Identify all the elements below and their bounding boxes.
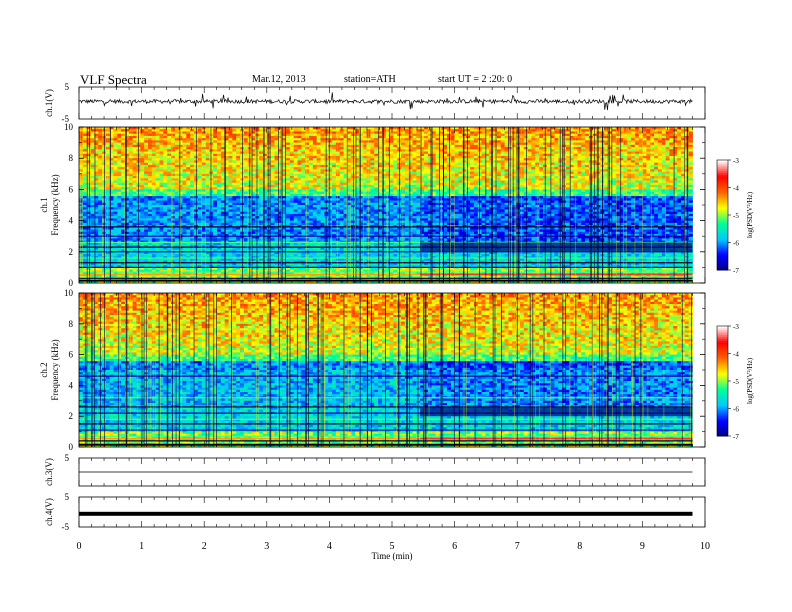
colorbar-2-tick-label: -3 bbox=[733, 323, 739, 331]
ch1-ytick-label: 8 bbox=[69, 153, 74, 163]
time-axis-label: Time (min) bbox=[372, 551, 413, 561]
ch4-wave-ytick-label: -5 bbox=[62, 522, 70, 532]
ch2-ytick-label: 0 bbox=[69, 442, 74, 452]
header-date: Mar.12, 2013 bbox=[252, 74, 306, 85]
colorbar-1-tick-label: -7 bbox=[733, 267, 739, 275]
ch3-wave-ylabel: ch.3(V) bbox=[44, 458, 54, 486]
time-axis-tick-label: 7 bbox=[515, 541, 520, 552]
colorbar-1 bbox=[716, 159, 729, 271]
ch2-ytick-label: 2 bbox=[69, 411, 74, 421]
ch1-waveform-trace bbox=[78, 92, 693, 111]
header-station: station=ATH bbox=[344, 74, 396, 85]
time-axis-tick-label: 2 bbox=[202, 541, 207, 552]
colorbar-2-tick-label: -5 bbox=[733, 378, 739, 386]
ch2-ylabel-frequency: Frequency (kHz) bbox=[50, 339, 60, 400]
ch2-ytick-label: 8 bbox=[69, 319, 74, 329]
spectrogram-1 bbox=[78, 127, 693, 284]
ch1-ytick-label: 4 bbox=[69, 216, 74, 226]
ch2-ytick-label: 4 bbox=[69, 380, 74, 390]
header-title: VLF Spectra bbox=[80, 72, 147, 88]
ch1-ylabel-frequency: Frequency (kHz) bbox=[50, 174, 60, 235]
ch1-ytick-label: 2 bbox=[69, 247, 74, 257]
ch3-wave-ytick-label: 5 bbox=[65, 453, 70, 463]
ch4-wave-ytick-label: 5 bbox=[65, 492, 70, 502]
time-axis-tick-label: 9 bbox=[640, 541, 645, 552]
colorbar-2-tick-label: -6 bbox=[733, 406, 739, 414]
colorbar-2-tick-label: -4 bbox=[733, 351, 739, 359]
header-start-time: start UT = 2 :20: 0 bbox=[438, 74, 512, 85]
colorbar-1-tick-label: -6 bbox=[733, 240, 739, 248]
time-axis-tick-label: 3 bbox=[264, 541, 269, 552]
time-axis-tick-label: 10 bbox=[700, 541, 710, 552]
colorbar-1-tick-label: -3 bbox=[733, 157, 739, 165]
time-axis-tick-label: 5 bbox=[390, 541, 395, 552]
ch1-wave-ytick-label: 5 bbox=[65, 82, 70, 92]
ch1-ytick-label: 0 bbox=[69, 278, 74, 288]
time-axis-tick-label: 6 bbox=[452, 541, 457, 552]
time-axis-tick-label: 1 bbox=[139, 541, 144, 552]
ch1-wave-ylabel: ch.1(V) bbox=[44, 89, 54, 117]
colorbar-2-label: log(PSD(V²/Hz) bbox=[746, 357, 754, 404]
colorbar-1-label: log(PSD(V²/Hz) bbox=[746, 191, 754, 238]
ch1-ytick-label: 10 bbox=[64, 122, 74, 132]
colorbar-2-tick-label: -7 bbox=[733, 433, 739, 441]
ch2-ytick-label: 6 bbox=[69, 350, 74, 360]
colorbar-1-tick-label: -4 bbox=[733, 185, 739, 193]
ch1-ytick-label: 6 bbox=[69, 184, 74, 194]
ch1-wave-ytick-label: -5 bbox=[62, 114, 70, 124]
ch4-wave-ylabel: ch.4(V) bbox=[44, 498, 54, 526]
colorbar-1-tick-label: -5 bbox=[733, 212, 739, 220]
ch2-ylabel-channel: ch.2 bbox=[39, 362, 49, 377]
spectrogram-2 bbox=[79, 293, 693, 448]
ch2-ytick-label: 10 bbox=[64, 288, 74, 298]
colorbar-2 bbox=[716, 325, 729, 437]
time-axis-tick-label: 4 bbox=[327, 541, 332, 552]
ch4-waveform-trace bbox=[79, 511, 693, 516]
time-axis-tick-label: 8 bbox=[577, 541, 582, 552]
time-axis-tick-label: 0 bbox=[77, 541, 82, 552]
ch1-ylabel-channel: ch.1 bbox=[39, 197, 49, 212]
